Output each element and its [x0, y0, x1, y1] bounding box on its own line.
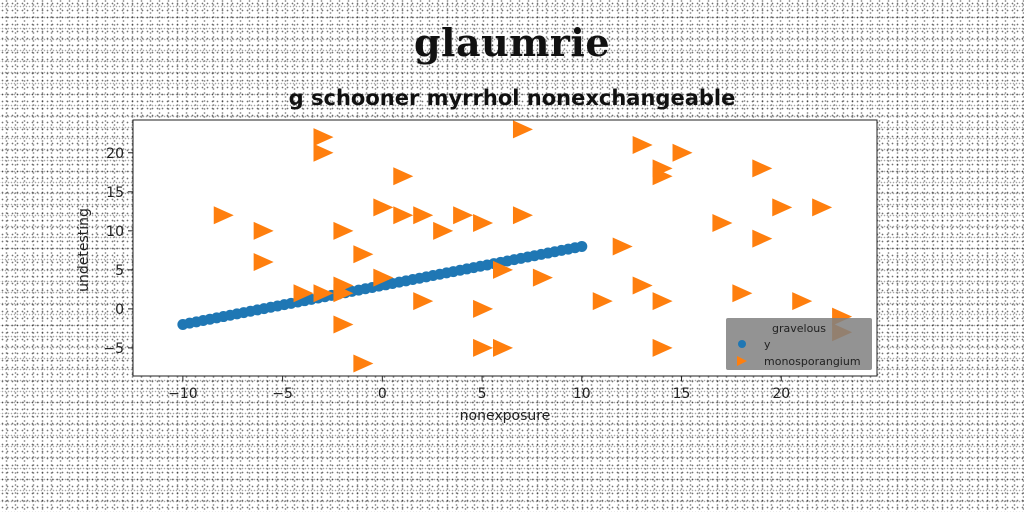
point-monosporangium — [632, 135, 653, 154]
point-monosporangium — [532, 268, 553, 287]
point-monosporangium — [512, 206, 533, 225]
x-tick-label: 0 — [378, 386, 387, 402]
point-monosporangium — [393, 167, 414, 186]
point-monosporangium — [313, 284, 334, 303]
point-monosporangium — [712, 214, 733, 233]
point-monosporangium — [652, 167, 673, 186]
x-tick-label: 5 — [478, 386, 487, 402]
y-tick-label: 20 — [106, 146, 124, 162]
legend-box — [726, 318, 872, 370]
point-monosporangium — [333, 284, 354, 303]
point-monosporangium — [333, 221, 354, 240]
point-monosporangium — [373, 198, 394, 217]
x-tick-label: −5 — [272, 386, 293, 402]
point-monosporangium — [732, 284, 753, 303]
point-monosporangium — [792, 292, 813, 311]
point-monosporangium — [373, 268, 394, 287]
x-ticks: −10 −5 0 5 10 15 20 — [168, 376, 790, 402]
legend-marker-monosporangium — [737, 356, 747, 366]
point-monosporangium — [592, 292, 613, 311]
x-axis-label: nonexposure — [460, 408, 551, 424]
y-ticks: −5 0 5 10 15 20 — [103, 146, 133, 357]
point-monosporangium — [293, 284, 314, 303]
legend-title: gravelous — [772, 322, 826, 335]
point-monosporangium — [812, 198, 833, 217]
point-monosporangium — [413, 292, 434, 311]
point-monosporangium — [433, 221, 454, 240]
x-tick-label: 10 — [573, 386, 591, 402]
point-monosporangium — [512, 120, 533, 139]
y-tick-label: 0 — [115, 302, 124, 318]
point-monosporangium — [612, 237, 633, 256]
point-monosporangium — [413, 206, 434, 225]
legend: gravelous y monosporangium — [726, 318, 872, 370]
point-monosporangium — [473, 299, 494, 318]
point-monosporangium — [752, 159, 773, 178]
y-tick-label: 5 — [115, 263, 124, 279]
plot-frame — [132, 119, 878, 377]
chart-title: glaumrie — [413, 20, 611, 65]
point-monosporangium — [253, 253, 274, 272]
point-monosporangium — [253, 221, 274, 240]
point-monosporangium — [752, 229, 773, 248]
point-monosporangium — [473, 214, 494, 233]
point-monosporangium — [353, 354, 374, 373]
chart-subtitle: g schooner myrrhol nonexchangeable — [288, 86, 736, 110]
legend-label-y: y — [764, 338, 771, 351]
point-monosporangium — [313, 143, 334, 162]
point-monosporangium — [473, 338, 494, 357]
point-y — [576, 240, 588, 252]
point-monosporangium — [313, 128, 334, 147]
series-monosporangium — [213, 120, 853, 373]
point-monosporangium — [393, 206, 414, 225]
legend-marker-y — [738, 340, 746, 348]
y-axis-label: undetesting — [76, 208, 92, 292]
point-monosporangium — [493, 260, 514, 279]
x-tick-label: 15 — [673, 386, 691, 402]
y-tick-label: −5 — [103, 341, 124, 357]
y-tick-label: 10 — [106, 224, 124, 240]
point-monosporangium — [333, 315, 354, 334]
x-tick-label: 20 — [772, 386, 790, 402]
point-monosporangium — [652, 292, 673, 311]
x-tick-label: −10 — [168, 386, 198, 402]
y-tick-label: 15 — [106, 185, 124, 201]
point-monosporangium — [772, 198, 793, 217]
point-monosporangium — [453, 206, 474, 225]
legend-label-monosporangium: monosporangium — [764, 355, 861, 368]
point-monosporangium — [632, 276, 653, 295]
point-monosporangium — [213, 206, 234, 225]
point-monosporangium — [353, 245, 374, 264]
point-monosporangium — [672, 143, 693, 162]
point-monosporangium — [493, 338, 514, 357]
point-monosporangium — [652, 338, 673, 357]
